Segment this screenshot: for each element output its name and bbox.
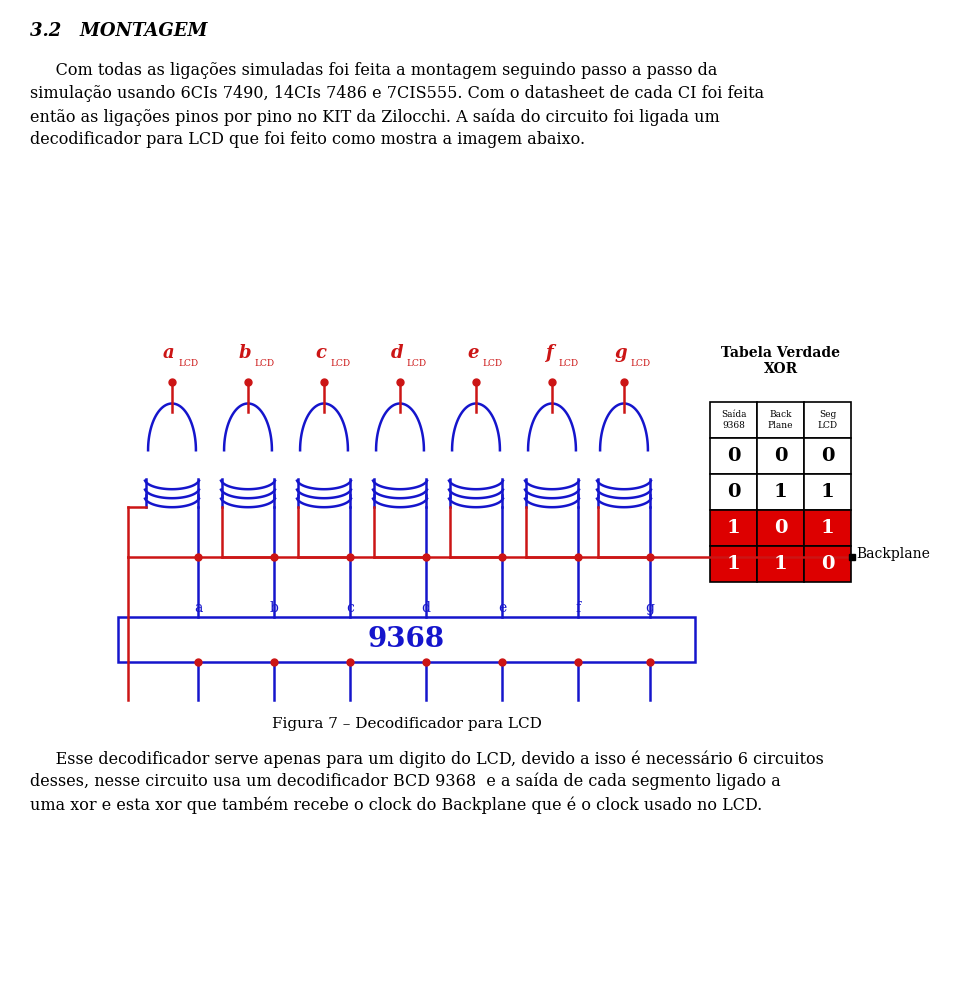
- Text: Com todas as ligações simuladas foi feita a montagem seguindo passo a passo da: Com todas as ligações simuladas foi feit…: [30, 62, 717, 79]
- FancyBboxPatch shape: [118, 617, 695, 662]
- Text: f: f: [545, 344, 553, 362]
- Text: então as ligações pinos por pino no KIT da Zilocchi. A saída do circuito foi lig: então as ligações pinos por pino no KIT …: [30, 108, 720, 126]
- Text: 0: 0: [727, 447, 740, 465]
- Text: b: b: [270, 601, 278, 615]
- Text: 1: 1: [727, 555, 740, 573]
- Text: LCD: LCD: [178, 359, 198, 368]
- Text: uma xor e esta xor que também recebe o clock do Backplane que é o clock usado no: uma xor e esta xor que também recebe o c…: [30, 796, 762, 813]
- Text: 1: 1: [727, 519, 740, 537]
- Text: e: e: [498, 601, 506, 615]
- Text: desses, nesse circuito usa um decodificador BCD 9368  e a saída de cada segmento: desses, nesse circuito usa um decodifica…: [30, 773, 780, 791]
- Text: d: d: [391, 344, 403, 362]
- Text: simulação usando 6CIs 7490, 14CIs 7486 e 7CIS555. Com o datasheet de cada CI foi: simulação usando 6CIs 7490, 14CIs 7486 e…: [30, 85, 764, 102]
- Text: Back
Plane: Back Plane: [768, 411, 793, 430]
- Text: LCD: LCD: [406, 359, 426, 368]
- Text: e: e: [468, 344, 479, 362]
- Bar: [710, 546, 757, 582]
- Text: c: c: [316, 344, 326, 362]
- Bar: [804, 438, 851, 474]
- Text: 3.2   MONTAGEM: 3.2 MONTAGEM: [30, 22, 207, 40]
- Text: LCD: LCD: [482, 359, 502, 368]
- Text: 0: 0: [774, 519, 787, 537]
- Text: 1: 1: [774, 483, 787, 501]
- Text: Backplane: Backplane: [856, 547, 930, 561]
- Bar: [804, 402, 851, 438]
- Text: g: g: [614, 344, 627, 362]
- Bar: [710, 402, 757, 438]
- Text: Seg
LCD: Seg LCD: [817, 411, 837, 430]
- Text: 0: 0: [774, 447, 787, 465]
- Text: Tabela Verdade: Tabela Verdade: [721, 346, 840, 360]
- Bar: [804, 474, 851, 510]
- Bar: [710, 474, 757, 510]
- Text: 9368: 9368: [368, 626, 445, 653]
- Text: 0: 0: [821, 555, 834, 573]
- Text: d: d: [421, 601, 430, 615]
- Bar: [804, 510, 851, 546]
- Text: a: a: [194, 601, 203, 615]
- Text: Saída
9368: Saída 9368: [721, 411, 746, 430]
- Text: 0: 0: [727, 483, 740, 501]
- Text: Esse decodificador serve apenas para um digito do LCD, devido a isso é necessári: Esse decodificador serve apenas para um …: [30, 750, 824, 768]
- Bar: [710, 438, 757, 474]
- Bar: [710, 510, 757, 546]
- Text: c: c: [346, 601, 354, 615]
- Bar: [757, 546, 804, 582]
- Text: b: b: [239, 344, 252, 362]
- Bar: [757, 510, 804, 546]
- Bar: [757, 474, 804, 510]
- Text: a: a: [163, 344, 175, 362]
- Text: XOR: XOR: [763, 362, 798, 376]
- Bar: [757, 438, 804, 474]
- Text: 1: 1: [821, 519, 834, 537]
- Text: 1: 1: [774, 555, 787, 573]
- Bar: [804, 546, 851, 582]
- Text: 1: 1: [821, 483, 834, 501]
- Text: g: g: [645, 601, 655, 615]
- Bar: [757, 402, 804, 438]
- Text: LCD: LCD: [558, 359, 578, 368]
- Text: LCD: LCD: [330, 359, 350, 368]
- Text: Figura 7 – Decodificador para LCD: Figura 7 – Decodificador para LCD: [272, 717, 541, 731]
- Text: 0: 0: [821, 447, 834, 465]
- Text: LCD: LCD: [630, 359, 650, 368]
- Text: decodificador para LCD que foi feito como mostra a imagem abaixo.: decodificador para LCD que foi feito com…: [30, 131, 586, 148]
- Text: f: f: [575, 601, 581, 615]
- Text: LCD: LCD: [254, 359, 275, 368]
